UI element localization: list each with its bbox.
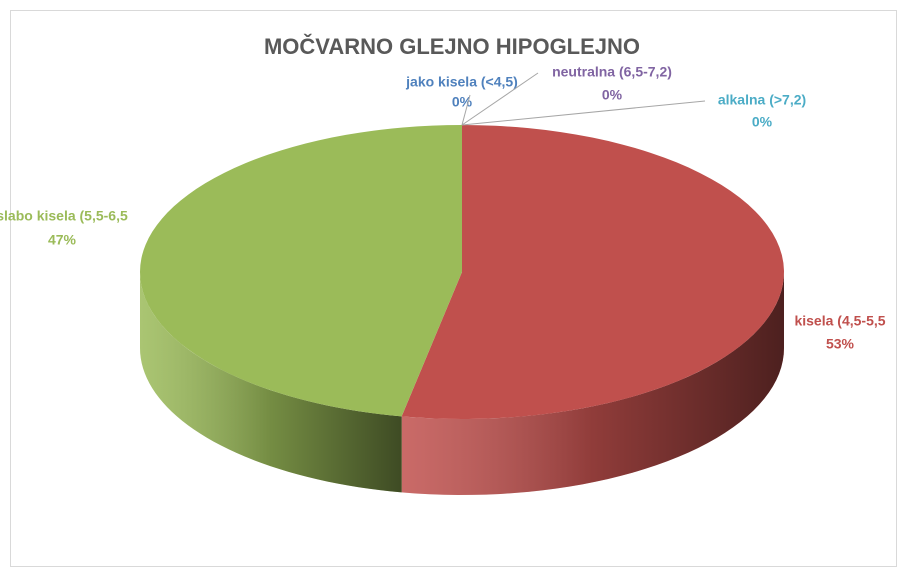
data-label-name: slabo kisela (5,5-6,5 bbox=[0, 208, 128, 224]
data-label-value: 0% bbox=[752, 114, 773, 130]
data-label-value: 0% bbox=[602, 87, 623, 103]
slice bbox=[401, 125, 784, 419]
data-label-name: jako kisela (<4,5) bbox=[405, 74, 518, 90]
leader-line bbox=[461, 72, 539, 126]
data-label-value: 53% bbox=[826, 336, 855, 352]
data-label-name: neutralna (6,5-7,2) bbox=[552, 64, 672, 80]
data-label-value: 47% bbox=[48, 232, 77, 248]
slice bbox=[139, 125, 462, 417]
data-label-name: kisela (4,5-5,5 bbox=[794, 313, 885, 329]
leader-line bbox=[461, 100, 706, 126]
slice-side-shade bbox=[401, 272, 784, 495]
leader-line bbox=[461, 94, 471, 126]
data-label-name: alkalna (>7,2) bbox=[718, 92, 806, 108]
chart-title: MOČVARNO GLEJNO HIPOGLEJNO bbox=[264, 34, 640, 59]
slice-side-shade bbox=[140, 272, 402, 493]
